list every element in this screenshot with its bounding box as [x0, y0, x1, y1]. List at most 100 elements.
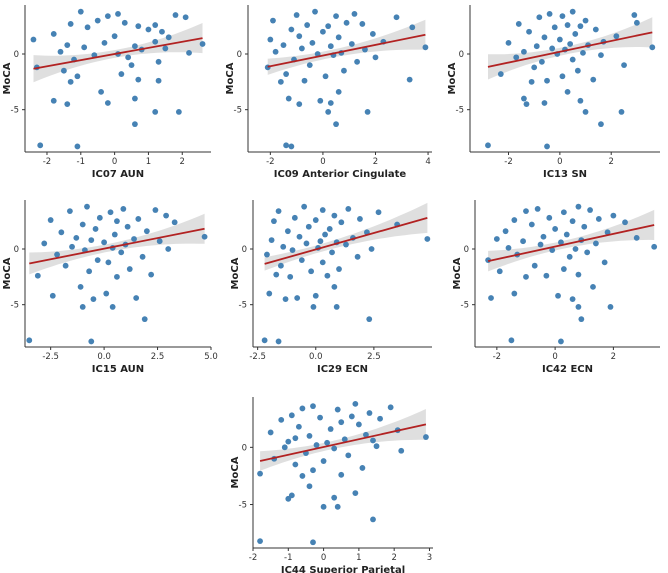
x-axis-label: IC09 Anterior Cingulate — [274, 169, 407, 180]
data-point — [115, 11, 121, 17]
data-point — [406, 76, 413, 83]
data-point — [114, 218, 120, 225]
x-tick-label: 0 — [320, 157, 325, 167]
data-point — [531, 262, 538, 269]
data-point — [280, 243, 287, 250]
data-point — [633, 19, 640, 26]
data-point — [354, 253, 361, 260]
data-point — [333, 13, 339, 20]
data-point — [132, 95, 138, 102]
data-point — [67, 78, 74, 85]
data-point — [312, 217, 319, 223]
data-point — [135, 23, 142, 30]
x-tick-label: 1 — [356, 553, 361, 563]
data-point — [325, 23, 332, 30]
data-point — [364, 109, 371, 115]
x-tick-label: 4 — [425, 157, 430, 167]
y-axis-label: MoCA — [230, 257, 241, 289]
data-point — [567, 41, 574, 47]
data-point — [308, 268, 315, 275]
data-point — [595, 216, 602, 222]
x-tick-label: 2 — [611, 352, 616, 362]
data-point — [320, 28, 326, 35]
data-point — [37, 142, 44, 149]
data-point — [152, 22, 159, 28]
data-point — [301, 77, 308, 84]
data-point — [423, 434, 429, 440]
data-point — [299, 405, 306, 412]
data-point — [598, 121, 604, 128]
y-axis-label: MoCA — [230, 456, 241, 488]
data-point — [587, 207, 593, 213]
y-axis-label: MoCA — [225, 62, 236, 94]
data-point — [289, 247, 296, 254]
data-point — [109, 304, 116, 310]
y-tick-label: -5 — [11, 301, 19, 311]
data-point — [343, 241, 349, 248]
data-point — [272, 48, 279, 55]
data-point — [145, 26, 152, 33]
data-point — [275, 208, 282, 215]
data-point — [152, 38, 159, 45]
data-point — [295, 423, 302, 430]
data-point — [549, 45, 556, 52]
data-point — [497, 71, 504, 77]
y-tick-label: 0 — [237, 50, 242, 60]
data-point — [131, 236, 137, 242]
x-tick-label: -2 — [266, 157, 274, 167]
data-point — [387, 404, 394, 411]
data-point — [569, 8, 576, 15]
data-point — [556, 36, 563, 43]
data-point — [633, 234, 640, 241]
x-tick-label: 2.5 — [367, 352, 381, 362]
y-tick-label: -5 — [239, 501, 247, 511]
data-point — [560, 209, 567, 216]
data-point — [74, 73, 81, 80]
data-point — [156, 238, 163, 245]
data-point — [598, 52, 604, 59]
data-point — [317, 97, 324, 104]
data-point — [575, 271, 582, 278]
data-point — [334, 503, 341, 510]
data-point — [546, 214, 553, 221]
x-tick-label: 0.0 — [97, 352, 111, 362]
data-point — [273, 271, 280, 278]
data-point — [306, 62, 313, 69]
data-point — [534, 206, 541, 212]
data-point — [352, 400, 359, 407]
data-point — [515, 21, 522, 27]
data-point — [105, 259, 112, 266]
data-point — [607, 304, 614, 310]
data-point — [312, 292, 319, 299]
y-tick-label: -5 — [239, 301, 247, 311]
data-point — [544, 143, 550, 150]
x-tick-label: -1 — [77, 157, 85, 167]
data-point — [582, 109, 589, 115]
data-point — [333, 304, 340, 310]
data-point — [296, 101, 303, 108]
x-tick-label: 0 — [557, 157, 562, 167]
data-point — [513, 54, 520, 61]
data-point — [335, 88, 342, 95]
data-point — [582, 17, 589, 24]
x-tick-label: 2.5 — [151, 352, 165, 362]
data-point — [366, 410, 373, 416]
data-point — [559, 13, 566, 20]
subplot-7: -2 -1 0 1 2 3 0 -5 IC44 Superior Parietal MoCA — [230, 397, 433, 573]
data-point — [569, 56, 576, 63]
data-point — [560, 266, 567, 272]
data-point — [352, 490, 359, 496]
data-point — [326, 226, 333, 232]
data-point — [257, 538, 263, 545]
data-point — [577, 97, 584, 104]
data-point — [485, 142, 491, 149]
data-point — [584, 249, 591, 256]
data-point — [165, 34, 172, 41]
data-point — [536, 14, 543, 21]
data-point — [511, 217, 518, 223]
y-axis-label: MoCA — [2, 257, 13, 289]
data-point — [201, 233, 208, 240]
data-point — [132, 43, 138, 50]
confidence-band — [488, 17, 653, 80]
data-point — [67, 21, 74, 27]
